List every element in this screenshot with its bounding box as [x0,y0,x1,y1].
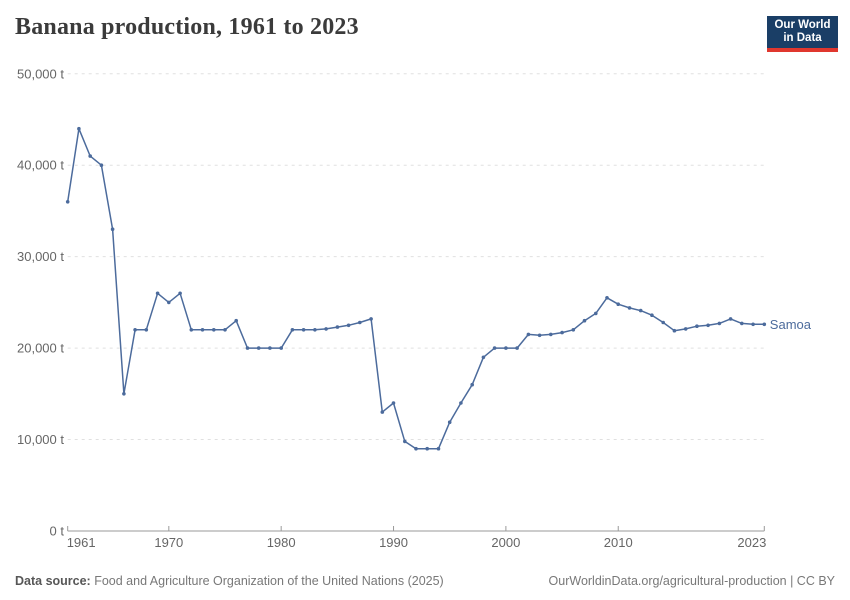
data-point[interactable] [537,333,542,338]
data-point[interactable] [740,321,744,326]
chart-title: Banana production, 1961 to 2023 [15,14,359,40]
data-point[interactable] [290,328,295,332]
data-point[interactable] [110,227,115,231]
data-point[interactable] [515,346,519,350]
data-point[interactable] [223,328,227,332]
y-tick-label: 20,000 t [17,341,64,356]
data-point[interactable] [627,306,632,310]
data-point[interactable] [256,346,261,350]
data-point[interactable] [549,332,553,337]
y-tick-label: 40,000 t [17,158,64,173]
data-point[interactable] [65,200,70,204]
data-point[interactable] [582,318,587,323]
data-source-text: Food and Agriculture Organization of the… [90,574,444,588]
data-point[interactable] [728,317,733,321]
data-point[interactable] [425,446,430,451]
data-point[interactable] [661,320,665,325]
data-source-note: Data source: Food and Agriculture Organi… [15,574,444,588]
data-point[interactable] [481,355,486,360]
data-point[interactable] [200,328,205,332]
x-tick-label: 1990 [379,535,408,550]
data-point[interactable] [504,346,508,350]
data-point[interactable] [571,328,576,332]
data-point[interactable] [99,163,104,167]
data-point[interactable] [605,296,609,300]
data-point[interactable] [324,327,328,331]
x-tick-label: 2010 [604,535,633,550]
data-point[interactable] [167,300,171,305]
data-point[interactable] [133,328,137,332]
data-point[interactable] [762,322,767,327]
data-point[interactable] [459,401,463,405]
data-point[interactable] [358,320,362,325]
data-point[interactable] [717,321,722,326]
data-point[interactable] [650,313,654,318]
data-point[interactable] [212,328,216,332]
data-point[interactable] [414,446,418,451]
trend-line[interactable] [66,127,766,450]
x-tick-label: 2000 [491,535,520,550]
data-point[interactable] [189,328,194,332]
entity-label[interactable]: Samoa [770,317,812,332]
data-point[interactable] [335,325,340,329]
data-point[interactable] [436,446,441,451]
y-tick-label: 30,000 t [17,249,64,264]
data-point[interactable] [245,346,250,350]
data-point[interactable] [346,323,351,328]
data-point[interactable] [391,401,396,405]
data-point[interactable] [403,439,407,444]
data-point[interactable] [178,291,182,296]
owid-logo-line1: Our World [774,18,831,31]
data-point[interactable] [369,317,373,321]
data-point[interactable] [268,346,272,350]
chart-footer: Data source: Food and Agriculture Organi… [15,574,835,588]
data-point[interactable] [683,327,688,331]
data-point[interactable] [301,328,306,332]
data-point[interactable] [155,291,160,296]
data-point[interactable] [616,302,620,307]
data-point[interactable] [526,332,531,337]
data-source-label: Data source: [15,574,91,588]
data-point[interactable] [638,308,643,313]
data-point[interactable] [594,311,598,316]
data-point[interactable] [88,154,92,158]
x-tick-label: 1980 [267,535,296,550]
data-point[interactable] [751,322,755,327]
data-point[interactable] [560,330,564,335]
data-point[interactable] [470,382,475,387]
x-tick-label: 1961 [67,535,96,550]
x-tick-label: 1970 [154,535,183,550]
data-point[interactable] [122,392,126,396]
gridlines [67,73,765,441]
data-point[interactable] [77,126,81,131]
y-tick-label: 0 t [50,524,65,539]
y-axis-labels: 0 t 10,000 t 20,000 t 30,000 t 40,000 t 50,00… [17,66,64,538]
owid-logo-line2: in Data [783,32,822,44]
data-point[interactable] [447,420,452,425]
data-point[interactable] [144,328,149,332]
y-tick-label: 10,000 t [17,432,64,447]
owid-logo[interactable]: Our World in Data [767,16,838,52]
data-point[interactable] [380,410,385,414]
y-tick-label: 50,000 t [17,66,64,81]
credit-link[interactable]: OurWorldinData.org/agricultural-producti… [548,574,835,588]
data-point[interactable] [672,328,677,333]
x-tick-label: 2023 [737,535,766,550]
data-point[interactable] [279,346,284,350]
x-axis: 1961 1970 1980 1990 2000 2010 2023 [67,526,766,550]
data-point[interactable] [234,318,238,323]
data-point[interactable] [695,324,699,329]
series-samoa: Samoa [65,126,812,451]
data-point[interactable] [492,346,497,350]
data-point[interactable] [313,328,317,332]
data-point[interactable] [706,323,710,328]
